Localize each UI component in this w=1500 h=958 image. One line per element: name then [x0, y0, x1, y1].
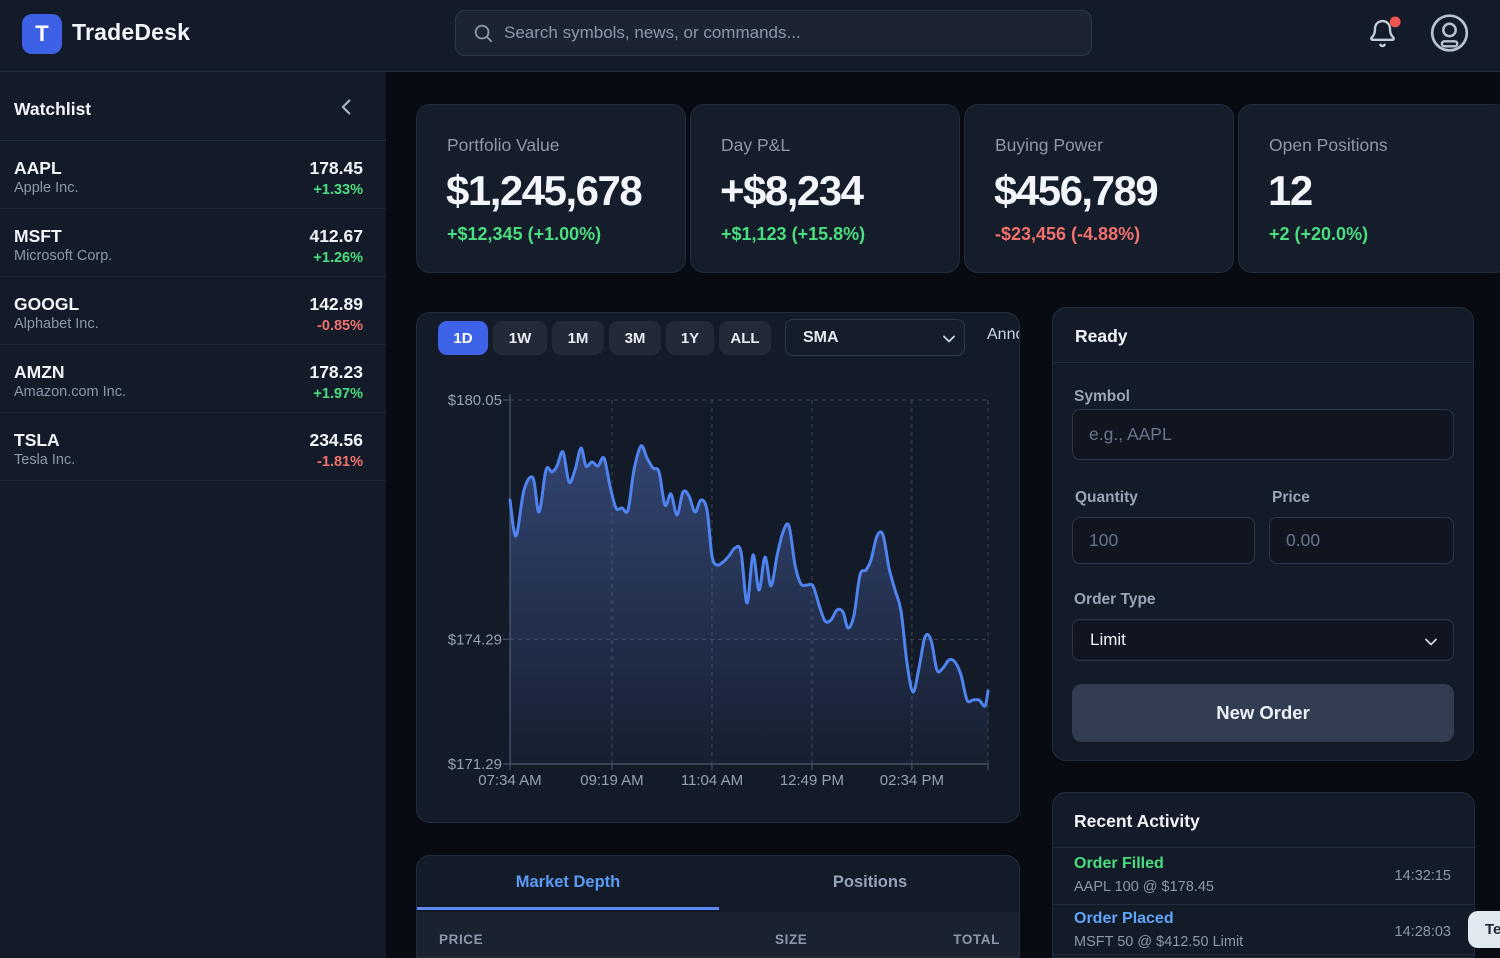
svg-text:11:04 AM: 11:04 AM: [681, 772, 743, 789]
svg-text:09:19 AM: 09:19 AM: [580, 772, 643, 789]
svg-text:$171.29: $171.29: [448, 756, 502, 773]
svg-text:02:34 PM: 02:34 PM: [880, 772, 944, 789]
svg-text:$174.29: $174.29: [448, 631, 502, 648]
svg-text:$180.05: $180.05: [448, 392, 502, 409]
svg-text:12:49 PM: 12:49 PM: [780, 772, 844, 789]
svg-text:07:34 AM: 07:34 AM: [478, 772, 541, 789]
